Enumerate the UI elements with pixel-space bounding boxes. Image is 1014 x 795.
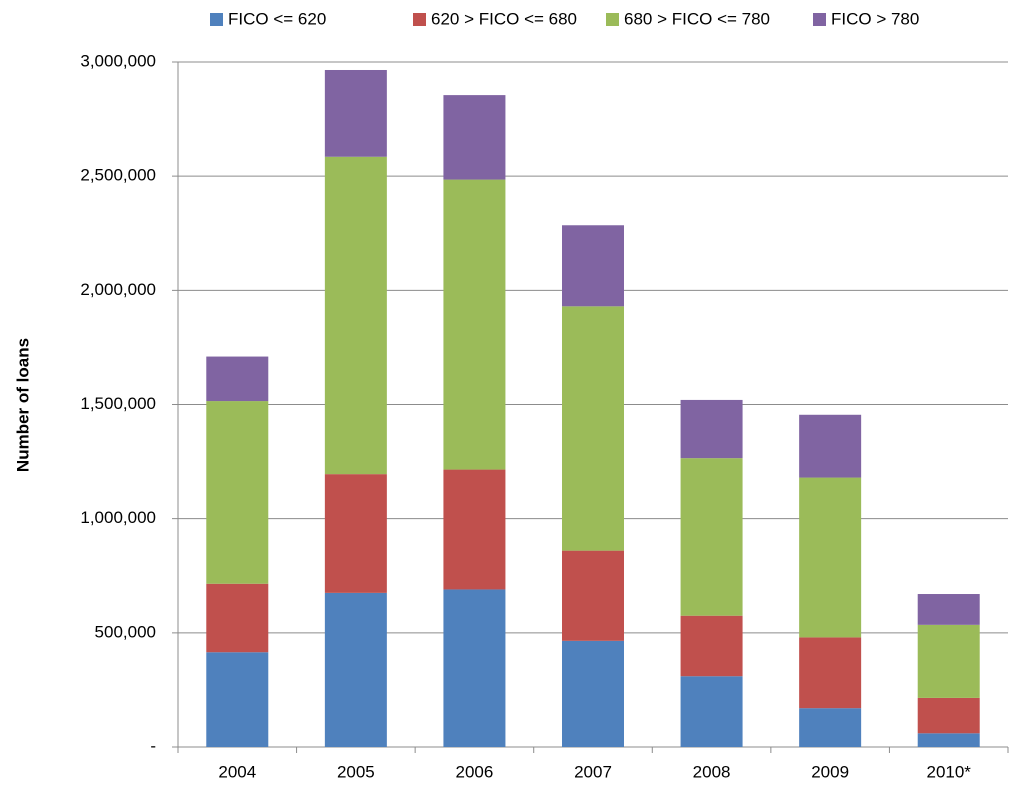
legend-label: FICO > 780 <box>831 9 919 28</box>
bar-segment <box>324 592 387 747</box>
bar-segment <box>799 708 862 747</box>
y-tick-label: - <box>150 736 156 755</box>
x-tick-label: 2009 <box>811 762 849 781</box>
y-axis-label: Number of loans <box>13 338 32 472</box>
bar-segment <box>680 676 743 747</box>
y-tick-label: 2,000,000 <box>80 280 156 299</box>
legend-label: 680 > FICO <= 780 <box>624 9 770 28</box>
x-tick-label: 2008 <box>693 762 731 781</box>
legend-label: FICO <= 620 <box>228 9 326 28</box>
bar-segment <box>443 469 506 590</box>
x-tick-label: 2004 <box>218 762 256 781</box>
bar-segment <box>917 624 980 698</box>
bar-segment <box>443 95 506 180</box>
bar-segment <box>206 583 269 653</box>
bar-segment <box>324 474 387 593</box>
bar-segment <box>562 306 624 551</box>
y-tick-label: 1,500,000 <box>80 394 156 413</box>
bar-segment <box>917 594 980 625</box>
x-tick-label: 2010* <box>926 762 971 781</box>
bar-segment <box>799 637 862 709</box>
x-tick-label: 2006 <box>456 762 494 781</box>
bar-segment <box>206 401 269 584</box>
bar-segment <box>324 69 387 157</box>
y-tick-label: 1,000,000 <box>80 508 156 527</box>
bar-segment <box>206 356 269 402</box>
bar-segment <box>799 477 862 638</box>
x-tick-label: 2005 <box>337 762 375 781</box>
legend-swatch <box>813 13 826 26</box>
y-tick-label: 2,500,000 <box>80 166 156 185</box>
bar-segment <box>206 652 269 747</box>
bar-segment <box>443 589 506 747</box>
bar-segment <box>324 156 387 475</box>
legend-label: 620 > FICO <= 680 <box>431 9 577 28</box>
bar-segment <box>562 225 624 307</box>
bar-segment <box>680 458 743 616</box>
bar-segment <box>680 615 743 677</box>
bar-segment <box>917 697 980 734</box>
bar-segment <box>799 414 862 478</box>
x-tick-label: 2007 <box>574 762 612 781</box>
bar-segment <box>562 550 624 641</box>
legend-swatch <box>413 13 426 26</box>
legend-swatch <box>606 13 619 26</box>
bar-segment <box>917 733 980 747</box>
bar-segment <box>680 399 743 459</box>
y-tick-label: 3,000,000 <box>80 51 156 70</box>
y-tick-label: 500,000 <box>95 622 156 641</box>
bar-segment <box>443 179 506 470</box>
bar-segment <box>562 640 624 747</box>
legend-swatch <box>210 13 223 26</box>
